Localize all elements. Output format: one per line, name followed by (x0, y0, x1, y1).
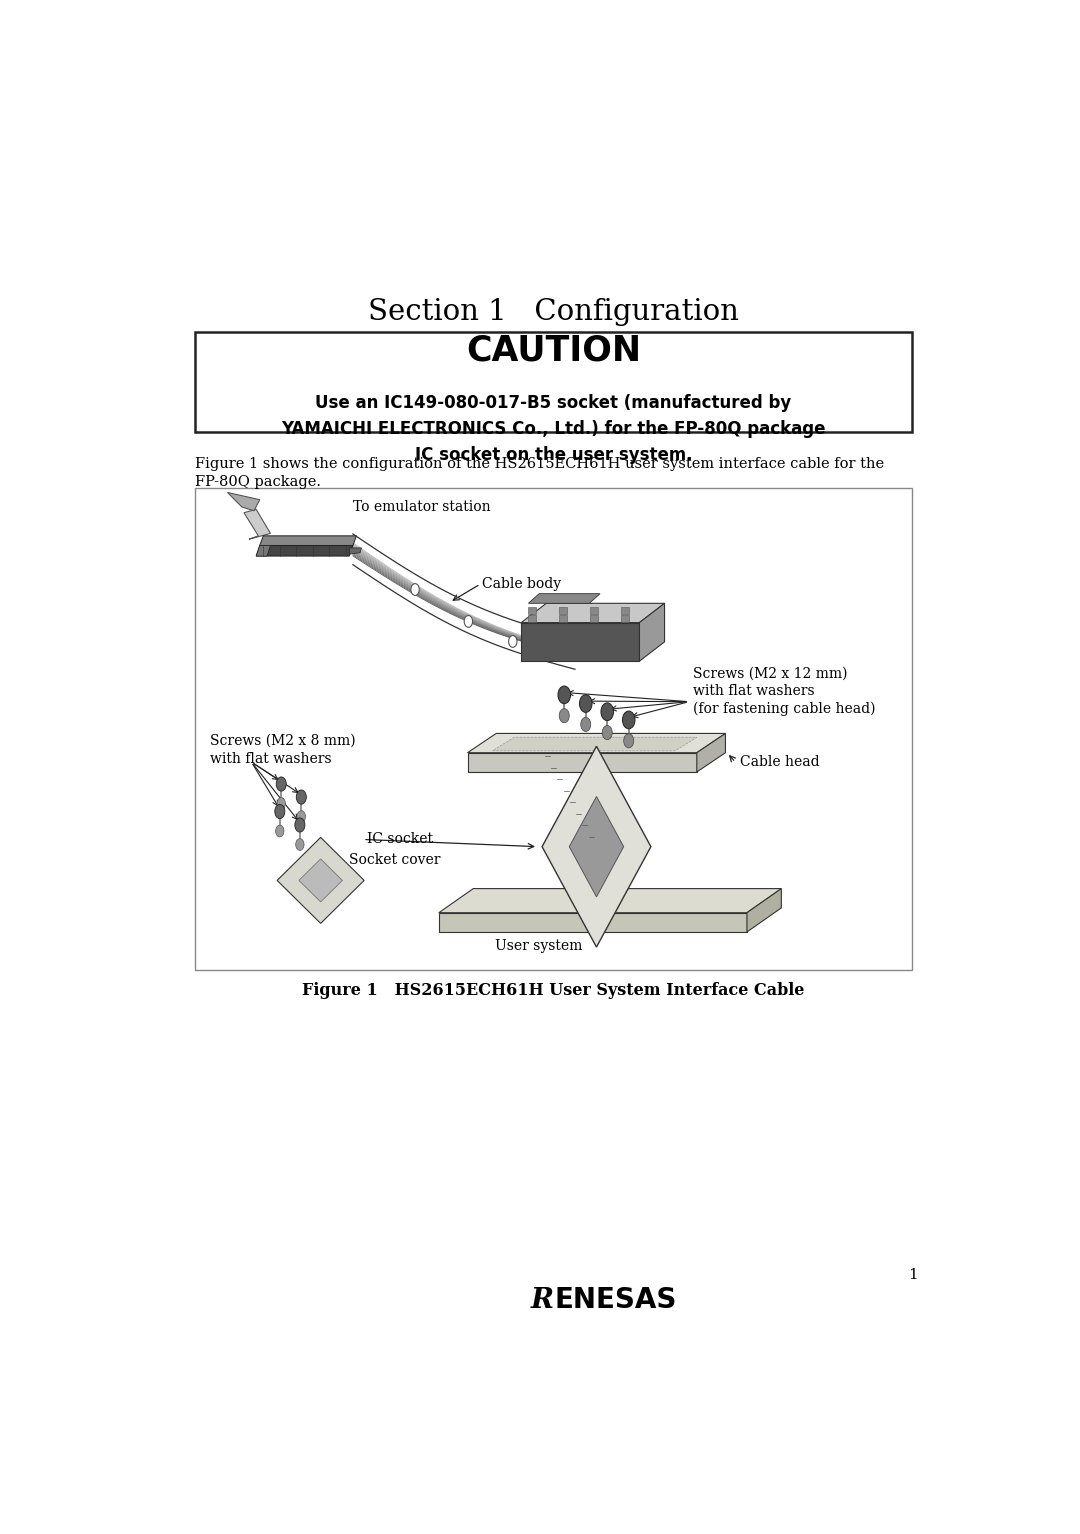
Polygon shape (256, 546, 270, 557)
Circle shape (275, 825, 284, 838)
Polygon shape (438, 913, 747, 933)
Polygon shape (438, 888, 781, 913)
Bar (528, 607, 536, 614)
Circle shape (600, 703, 613, 721)
Polygon shape (522, 623, 639, 661)
Circle shape (624, 733, 634, 749)
Text: CAUTION: CAUTION (465, 333, 642, 368)
Polygon shape (492, 738, 697, 750)
Bar (621, 607, 630, 614)
Text: IC socket: IC socket (367, 833, 433, 847)
Polygon shape (299, 859, 342, 902)
Circle shape (637, 741, 642, 747)
Text: Use an IC149-080-017-B5 socket (manufactured by
YAMAICHI ELECTRONICS Co., Ltd.) : Use an IC149-080-017-B5 socket (manufact… (281, 394, 826, 463)
Circle shape (558, 686, 570, 704)
Text: R: R (530, 1287, 554, 1313)
Text: Cable head: Cable head (740, 755, 820, 770)
Polygon shape (468, 733, 726, 753)
Circle shape (580, 695, 592, 712)
Polygon shape (244, 509, 270, 540)
Circle shape (551, 741, 556, 747)
Text: Cable body: Cable body (482, 577, 561, 591)
Text: Figure 1   HS2615ECH61H User System Interface Cable: Figure 1 HS2615ECH61H User System Interf… (302, 982, 805, 999)
Text: ENESAS: ENESAS (554, 1287, 677, 1315)
Circle shape (410, 583, 419, 595)
Polygon shape (228, 492, 260, 511)
Circle shape (622, 712, 635, 729)
Polygon shape (256, 546, 353, 557)
Text: (for fastening cable head): (for fastening cable head) (693, 701, 876, 716)
Polygon shape (639, 603, 664, 661)
Circle shape (509, 635, 517, 647)
Text: User system: User system (496, 939, 583, 954)
Polygon shape (697, 733, 726, 772)
Text: Section 1   Configuration: Section 1 Configuration (368, 298, 739, 325)
Circle shape (464, 615, 473, 627)
Circle shape (603, 726, 612, 739)
Circle shape (508, 741, 513, 747)
Polygon shape (569, 796, 623, 897)
Bar (558, 615, 567, 623)
Circle shape (559, 709, 569, 723)
Bar (590, 607, 598, 614)
Circle shape (274, 804, 285, 819)
Bar (558, 607, 567, 614)
Polygon shape (528, 594, 600, 603)
Circle shape (581, 718, 591, 732)
Bar (528, 615, 536, 623)
Bar (195, 331, 912, 433)
Polygon shape (468, 753, 697, 772)
Circle shape (278, 798, 285, 810)
Text: 1: 1 (908, 1269, 918, 1282)
Polygon shape (542, 746, 651, 946)
Circle shape (295, 818, 305, 831)
Polygon shape (349, 548, 362, 554)
Text: Socket cover: Socket cover (349, 853, 441, 867)
Polygon shape (747, 888, 781, 933)
Circle shape (673, 741, 678, 747)
Text: Figure 1 shows the configuration of the HS2615ECH61H user system interface cable: Figure 1 shows the configuration of the … (195, 457, 885, 471)
Circle shape (276, 776, 286, 792)
Text: To emulator station: To emulator station (353, 500, 490, 514)
Circle shape (594, 741, 599, 747)
Text: FP-80Q package.: FP-80Q package. (195, 474, 321, 489)
Bar (590, 615, 598, 623)
Circle shape (296, 839, 305, 850)
Text: with flat washers: with flat washers (210, 752, 332, 765)
Bar (621, 615, 630, 623)
Bar (195, 488, 912, 969)
Polygon shape (260, 535, 356, 546)
Polygon shape (278, 838, 364, 923)
Text: with flat washers: with flat washers (693, 684, 814, 698)
Circle shape (297, 810, 306, 822)
Text: Screws (M2 x 8 mm): Screws (M2 x 8 mm) (210, 733, 355, 749)
Polygon shape (522, 603, 664, 623)
Text: Screws (M2 x 12 mm): Screws (M2 x 12 mm) (693, 666, 848, 681)
Circle shape (296, 790, 307, 804)
